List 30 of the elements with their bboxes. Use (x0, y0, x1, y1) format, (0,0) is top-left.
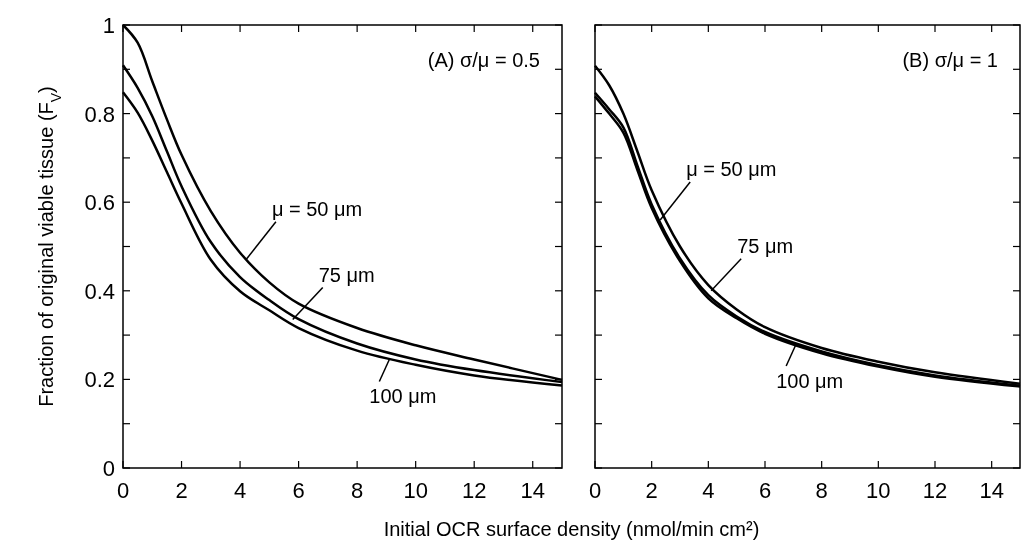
x-tick-label: 6 (758, 478, 772, 503)
y-tick-label: 0.6 (84, 190, 115, 216)
annotation: 75 μm (737, 234, 794, 257)
text: (A) σ/μ = 0.5 (427, 49, 540, 71)
x-tick-label: 8 (351, 478, 364, 503)
annotation: 100 μm (776, 369, 844, 392)
x-tick-label: 12 (922, 478, 948, 503)
annotation: μ = 50 μm (271, 197, 363, 220)
x-tick-label: 4 (233, 478, 247, 503)
x-tick-label: 4 (702, 478, 715, 503)
x-tick-label: 12 (461, 478, 487, 503)
x-axis-title: Initial OCR surface density (nmol/min cm²) (383, 518, 760, 540)
x-tick-label: 6 (292, 478, 305, 503)
x-tick-label: 10 (866, 478, 891, 503)
text: (B) σ/μ = 1 (902, 49, 998, 71)
y-tick-label: 0.2 (84, 367, 115, 393)
x-tick-label: 0 (588, 478, 602, 503)
y-tick-label: 0.8 (84, 101, 115, 127)
y-tick-label: 0 (102, 456, 115, 481)
annotation: μ = 50 μm (686, 157, 777, 180)
x-tick-label: 14 (520, 478, 545, 503)
x-tick-label: 10 (403, 478, 428, 503)
y-tick-label: 0.4 (84, 278, 115, 304)
y-tick-label: 1 (102, 13, 115, 38)
x-tick-label: 14 (979, 478, 1004, 503)
annotation: 75 μm (318, 263, 375, 286)
x-tick-label: 2 (175, 478, 188, 503)
annotation: 100 μm (369, 385, 437, 408)
x-tick-label: 8 (815, 478, 828, 503)
x-tick-label: 2 (645, 478, 658, 503)
